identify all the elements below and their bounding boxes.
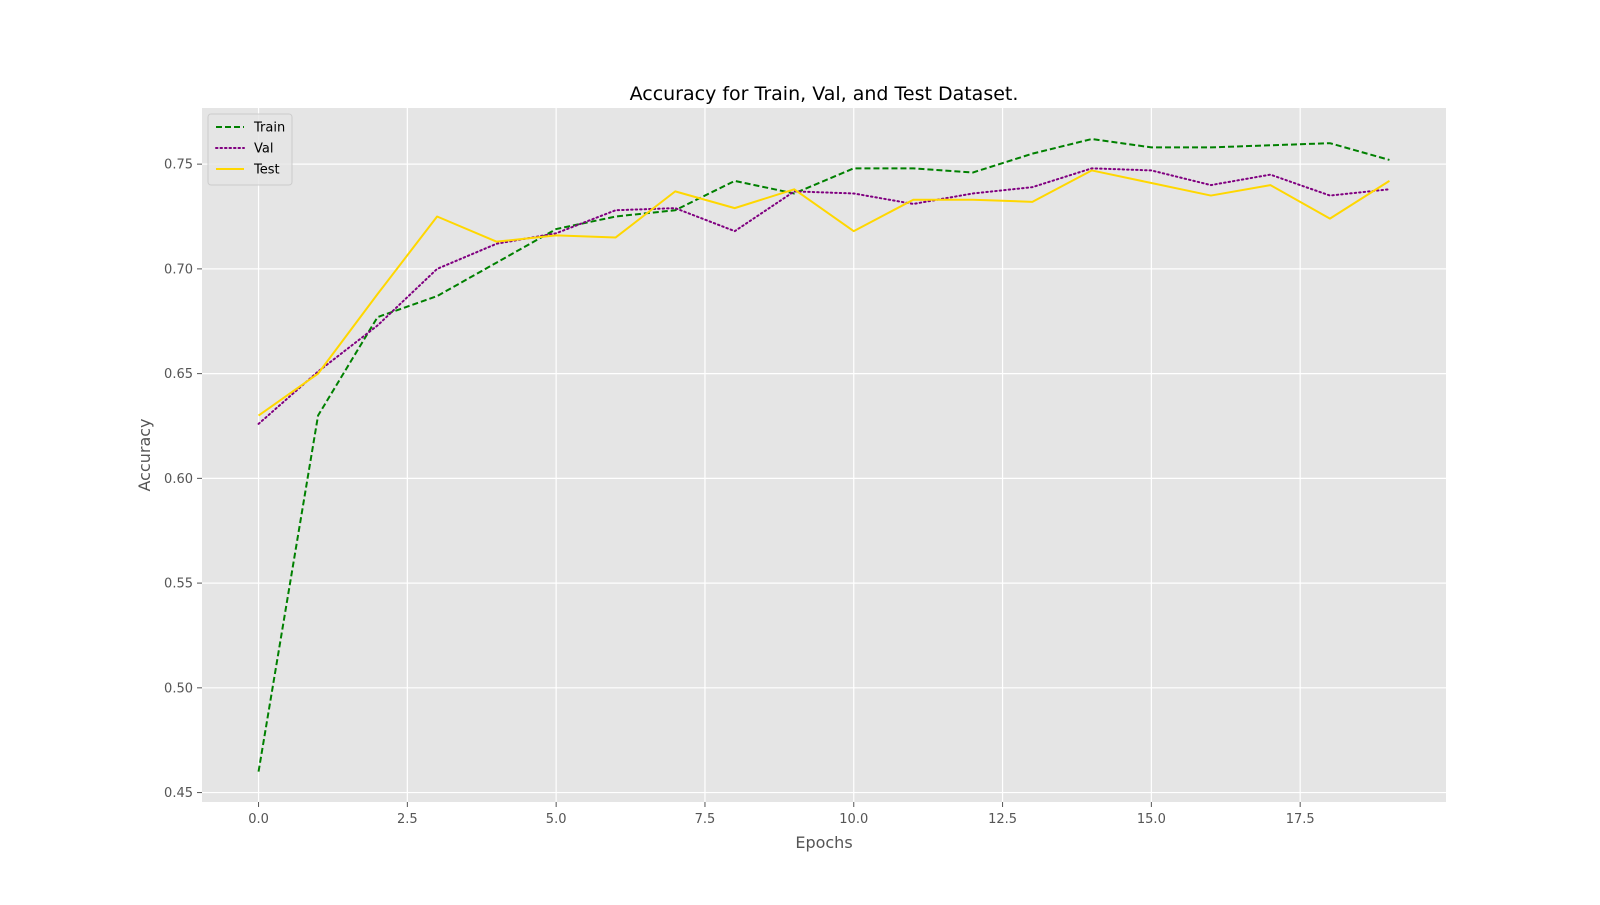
x-tick-label: 15.0 (1137, 812, 1166, 827)
axes: 0.0 2.5 5.0 7.5 10.0 12.5 15.0 17.5 0.45 0.50 0.55… (164, 158, 1315, 827)
series-line-val (257, 167, 1391, 425)
y-tick-label: 0.45 (164, 786, 193, 801)
x-tick-label: 5.0 (546, 812, 567, 827)
grid-lines (202, 108, 1446, 802)
plot-area (202, 108, 1446, 802)
series-line-train (257, 138, 1390, 772)
series-line-test (257, 169, 1390, 417)
x-tick-label: 7.5 (695, 812, 716, 827)
x-tick-label: 10.0 (839, 812, 868, 827)
x-axis-label: Epochs (795, 833, 852, 852)
y-tick-label: 0.70 (164, 262, 193, 277)
legend-box (207, 113, 293, 186)
legend-label-val: Val (254, 142, 273, 157)
y-axis-label: Accuracy (135, 418, 154, 491)
y-tick-label: 0.55 (164, 577, 193, 592)
x-tick-label: 17.5 (1286, 812, 1315, 827)
y-tick-label: 0.75 (164, 158, 193, 173)
chart-title: Accuracy for Train, Val, and Test Datase… (630, 83, 1019, 105)
legend-label-test: Test (253, 163, 280, 178)
y-tick-label: 0.50 (164, 681, 193, 696)
y-tick-label: 0.60 (164, 472, 193, 487)
y-tick-label: 0.65 (164, 367, 193, 382)
x-tick-label: 2.5 (397, 812, 418, 827)
series-lines (257, 138, 1391, 772)
legend-label-train: Train (253, 121, 285, 136)
legend: Train Val Test (207, 113, 293, 186)
x-tick-label: 12.5 (988, 812, 1017, 827)
x-tick-label: 0.0 (248, 812, 269, 827)
